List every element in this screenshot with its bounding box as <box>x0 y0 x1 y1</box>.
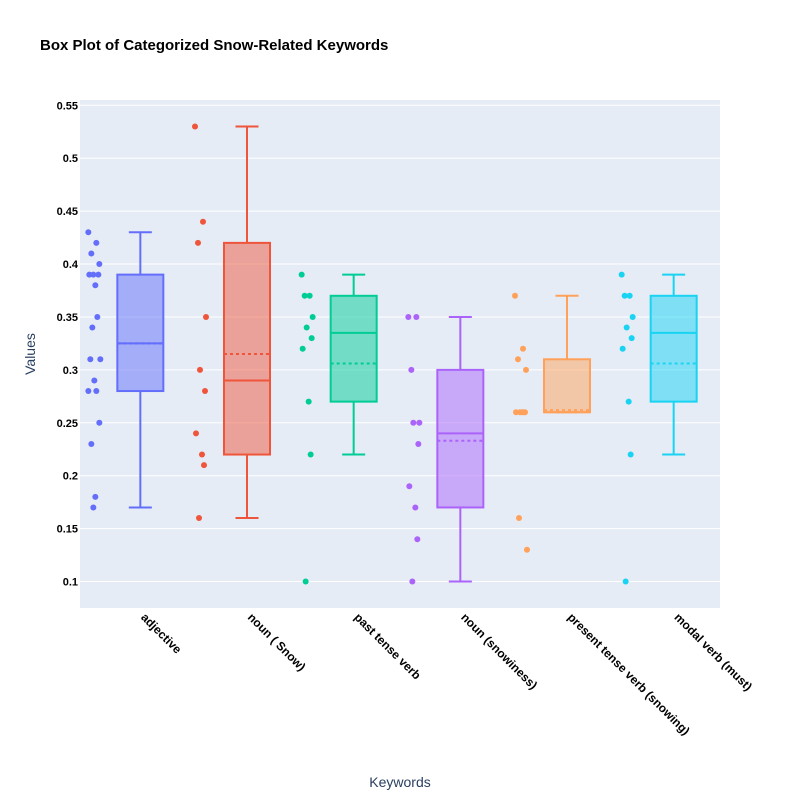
data-point <box>619 345 626 352</box>
data-point <box>626 292 633 299</box>
data-point <box>97 356 104 363</box>
data-point <box>309 313 316 320</box>
box-iqr <box>223 241 271 456</box>
data-point <box>93 239 100 246</box>
box-iqr <box>543 358 591 414</box>
box-series-layer <box>85 123 698 585</box>
data-point <box>92 282 99 289</box>
y-tick-label: 0.55 <box>57 100 78 112</box>
data-point <box>85 388 92 395</box>
data-point <box>629 313 636 320</box>
data-point <box>413 313 420 320</box>
data-point <box>520 345 526 352</box>
data-point <box>86 271 93 278</box>
x-axis-title: Keywords <box>369 774 430 790</box>
data-point <box>203 313 209 320</box>
data-point <box>89 324 96 331</box>
y-axis-ticks: 0.1 0.15 0.2 0.25 0.3 0.35 0.4 0.45 0.5 0.55 <box>57 100 79 588</box>
data-point <box>197 366 203 373</box>
data-point <box>96 419 103 426</box>
data-point <box>303 324 310 331</box>
box-series <box>618 271 698 585</box>
box-series <box>298 271 378 585</box>
box-series <box>405 313 485 585</box>
y-tick-label: 0.4 <box>63 259 79 271</box>
data-point <box>621 292 628 299</box>
data-point <box>85 229 92 236</box>
data-point <box>512 292 518 299</box>
data-point <box>618 271 625 278</box>
data-point <box>416 419 423 426</box>
data-point <box>88 440 95 447</box>
y-tick-label: 0.5 <box>63 153 78 165</box>
data-point <box>195 239 201 246</box>
data-point <box>410 419 417 426</box>
box-series <box>192 123 271 522</box>
box-iqr <box>116 273 165 393</box>
data-point <box>625 398 632 405</box>
data-point <box>521 409 527 416</box>
data-point <box>414 536 421 543</box>
data-point <box>302 578 309 585</box>
data-point <box>193 430 199 437</box>
data-point <box>516 515 522 522</box>
data-point <box>622 578 629 585</box>
data-point <box>412 504 419 511</box>
y-tick-label: 0.3 <box>63 365 78 377</box>
data-point <box>87 356 94 363</box>
data-point <box>92 493 99 500</box>
box-series <box>85 229 165 511</box>
data-point <box>200 218 206 225</box>
data-point <box>299 345 306 352</box>
data-point <box>306 292 313 299</box>
data-point <box>415 440 422 447</box>
data-point <box>202 388 208 395</box>
data-point <box>409 578 416 585</box>
box-series <box>512 292 591 553</box>
data-point <box>307 451 314 458</box>
data-point <box>513 409 519 416</box>
data-point <box>88 250 95 257</box>
data-point <box>301 292 308 299</box>
y-tick-label: 0.25 <box>57 418 78 430</box>
data-point <box>93 388 100 395</box>
data-point <box>406 483 413 490</box>
data-point <box>408 366 415 373</box>
y-tick-label: 0.15 <box>57 524 78 536</box>
y-axis-title: Values <box>22 333 38 375</box>
box-iqr <box>436 368 485 509</box>
data-point <box>96 261 103 268</box>
chart-title: Box Plot of Categorized Snow-Related Key… <box>40 37 388 54</box>
data-point <box>524 546 530 553</box>
y-tick-label: 0.2 <box>63 471 78 483</box>
gridlines <box>80 104 720 583</box>
data-point <box>628 335 635 342</box>
box-iqr <box>329 294 378 403</box>
y-tick-label: 0.1 <box>63 577 78 589</box>
y-tick-label: 0.45 <box>57 206 78 218</box>
data-point <box>90 504 97 511</box>
box-iqr <box>649 294 698 403</box>
data-point <box>94 313 101 320</box>
y-tick-label: 0.35 <box>57 312 78 324</box>
data-point <box>298 271 305 278</box>
data-point <box>308 335 315 342</box>
data-point <box>196 515 202 522</box>
data-point <box>405 313 412 320</box>
data-point <box>201 462 207 469</box>
data-point <box>623 324 630 331</box>
data-point <box>199 451 205 458</box>
data-point <box>91 377 98 384</box>
data-point <box>523 366 529 373</box>
data-point <box>515 356 521 363</box>
data-point <box>627 451 634 458</box>
data-point <box>192 123 198 130</box>
data-point <box>95 271 102 278</box>
data-point <box>305 398 312 405</box>
plot-area <box>80 100 720 608</box>
